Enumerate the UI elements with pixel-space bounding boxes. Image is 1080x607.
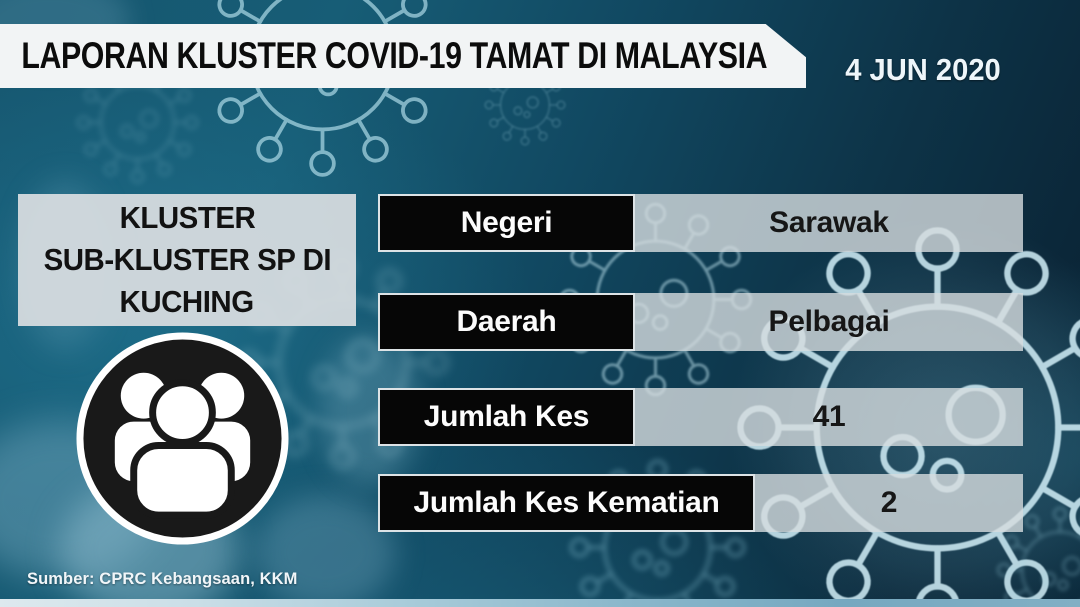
row-label: Jumlah Kes Kematian [378,474,755,532]
cluster-title-line: SUB-KLUSTER SP DI [43,242,331,277]
table-row: Negeri Sarawak [378,194,1023,252]
row-value: Pelbagai [635,293,1023,351]
row-value: 2 [755,474,1023,532]
cluster-badge [73,329,292,548]
page-title: LAPORAN KLUSTER COVID-19 TAMAT DI MALAYS… [21,35,768,76]
row-label: Negeri [378,194,635,252]
row-value: Sarawak [635,194,1023,252]
cluster-title-line: KUCHING [119,284,255,319]
table-row: Jumlah Kes 41 [378,388,1023,446]
report-date: 4 JUN 2020 [845,52,1001,87]
cluster-title-line: KLUSTER [119,200,255,235]
bottom-accent-strip [0,599,1080,607]
table-row: Jumlah Kes Kematian 2 [378,474,1023,532]
row-label: Jumlah Kes [378,388,635,446]
row-value: 41 [635,388,1023,446]
header-banner: LAPORAN KLUSTER COVID-19 TAMAT DI MALAYS… [0,24,806,88]
source-attribution: Sumber: CPRC Kebangsaan, KKM [27,570,298,588]
people-group-icon [76,332,289,545]
table-row: Daerah Pelbagai [378,293,1023,351]
row-label: Daerah [378,293,635,351]
cluster-title-panel: KLUSTER SUB-KLUSTER SP DI KUCHING [18,194,356,326]
